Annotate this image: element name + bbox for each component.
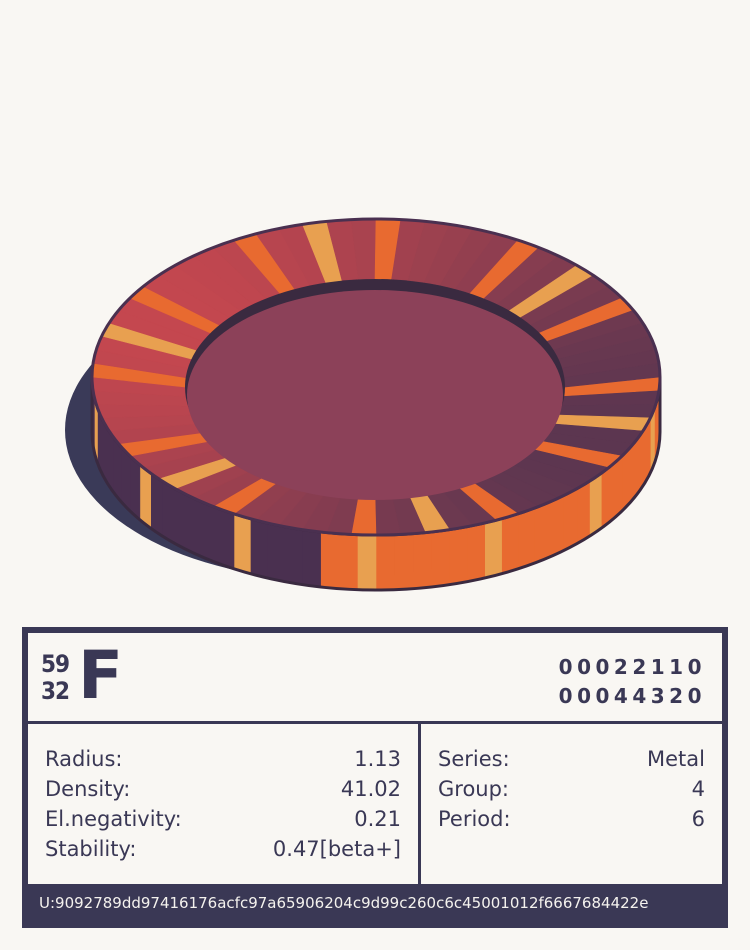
classification-label: Group:: [438, 777, 510, 801]
ring-floor: [187, 290, 563, 500]
property-label: Stability:: [45, 837, 137, 861]
ring-side-segment: [174, 488, 189, 552]
ring-side-segment: [466, 522, 486, 582]
property-value: 1.13: [354, 747, 401, 771]
ring-side-segment: [284, 526, 303, 585]
atomic-number: 32: [41, 677, 70, 705]
ring-side-segment: [217, 507, 235, 570]
element-symbol: F: [78, 637, 124, 714]
ring-outer-edge: [90, 217, 662, 537]
ring-artwork: [65, 217, 662, 592]
ring-side-segment: [562, 488, 578, 552]
ring-side-segment: [394, 533, 414, 591]
property-label: El.negativity:: [45, 807, 182, 831]
property-value: 0.21: [354, 807, 401, 831]
classification-row: Period: 6: [438, 804, 705, 834]
ring-side-segment: [600, 464, 613, 529]
classification-panel: Series: Metal Group: 4 Period: 6: [421, 724, 722, 888]
classification-label: Series:: [438, 747, 510, 771]
ring-side-segment: [266, 522, 286, 582]
element-header: 59 32 F 00022110 00044320: [28, 633, 722, 724]
ring-side-segment: [449, 526, 468, 585]
element-numbers: 59 32: [41, 650, 70, 705]
property-row: El.negativity: 0.21: [45, 804, 401, 834]
property-row: Radius: 1.13: [45, 744, 401, 774]
properties-panel: Radius: 1.13 Density: 41.02 El.negativity:…: [28, 724, 421, 888]
ring-side-segment: [412, 531, 432, 589]
ring-side-segment: [533, 501, 550, 564]
property-value: 0.47[beta+]: [272, 837, 401, 861]
property-row: Density: 41.02: [45, 774, 401, 804]
ring-side-segment: [150, 472, 163, 537]
ring-side-segment: [576, 480, 590, 545]
ring-side-segment: [548, 495, 564, 558]
element-card: 59 32 F 00022110 00044320 Radius: 1.13 De…: [22, 627, 728, 928]
ring-side-segment: [302, 529, 321, 588]
classification-row: Series: Metal: [438, 744, 705, 774]
ring-side-segment: [338, 533, 358, 591]
element-codes: 00022110 00044320: [559, 653, 706, 711]
classification-value: 4: [691, 777, 705, 801]
ring-side-segment: [139, 464, 151, 529]
classification-row: Group: 4: [438, 774, 705, 804]
ring-side-segment: [375, 534, 395, 591]
code-bottom: 00044320: [558, 684, 706, 708]
ring-side-segment: [202, 501, 219, 564]
property-row: Stability: 0.47[beta+]: [45, 834, 401, 864]
ring-side-segment: [589, 472, 602, 537]
ring-side-segment: [162, 480, 176, 545]
ring-side-segment: [484, 518, 502, 579]
classification-value: Metal: [647, 747, 705, 771]
classification-value: 6: [691, 807, 705, 831]
property-label: Radius:: [45, 747, 123, 771]
property-value: 41.02: [340, 777, 401, 801]
ring-side-segment: [233, 513, 251, 575]
ring-side-segment: [188, 495, 204, 558]
ring-side-segment: [431, 529, 450, 588]
ring-side-segment: [357, 534, 377, 591]
uid-footer: U:9092789dd97416176acfc97a65906204c9d99c…: [28, 884, 722, 922]
classification-label: Period:: [438, 807, 511, 831]
ring-side-segment: [320, 531, 340, 589]
ring-side-segment: [250, 518, 268, 579]
property-label: Density:: [45, 777, 131, 801]
ring-side-segment: [501, 513, 519, 575]
ring-side-segment: [517, 507, 535, 570]
code-top: 00022110: [558, 655, 706, 679]
mass-number: 59: [41, 650, 70, 678]
